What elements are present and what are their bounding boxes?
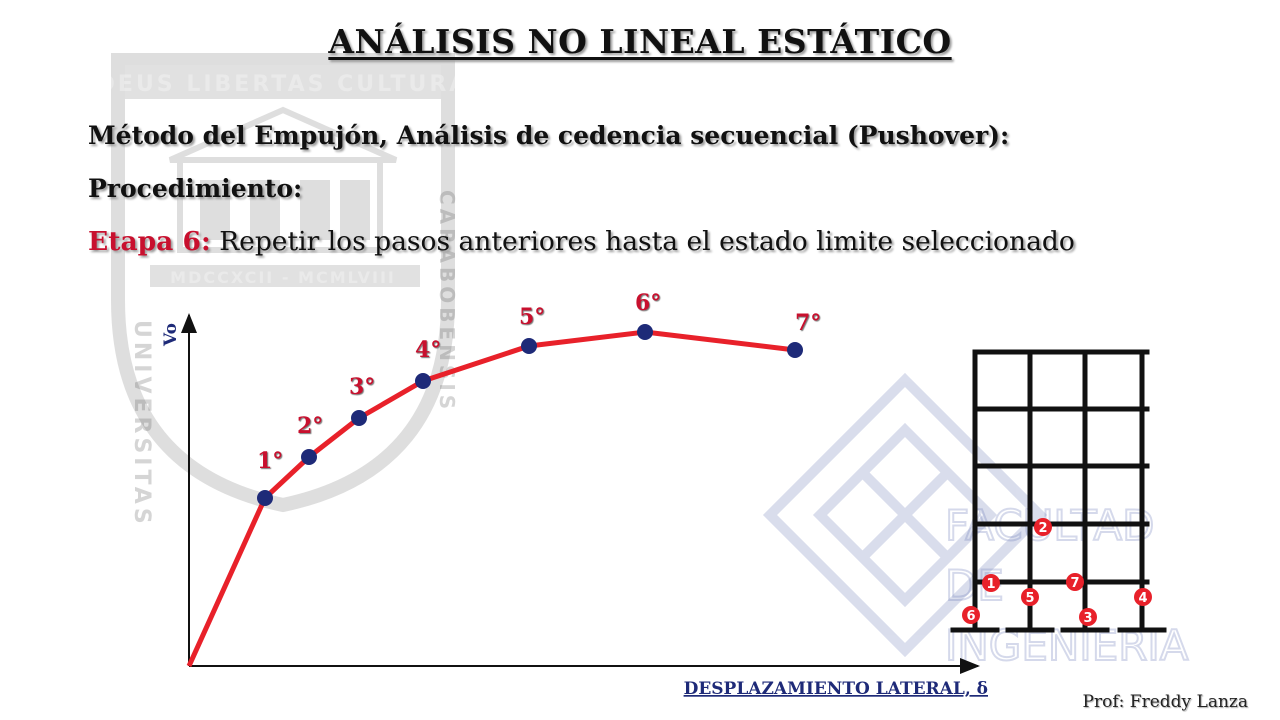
- curve-point-marker: [301, 449, 317, 465]
- svg-text:2: 2: [1038, 521, 1047, 536]
- curve-point-marker: [521, 338, 537, 354]
- method-heading: Método del Empujón, Análisis de cedencia…: [88, 121, 1010, 150]
- svg-text:3: 3: [1083, 611, 1092, 626]
- watermark-banner-text: DEUS LIBERTAS CULTURA: [97, 72, 470, 97]
- curve-point-label: 2°: [297, 413, 323, 439]
- hinge-marker: 3: [1079, 608, 1097, 626]
- curve-point-marker: [351, 410, 367, 426]
- curve-point-label: 1°: [257, 448, 283, 474]
- pushover-curve-line: [186, 329, 796, 668]
- y-axis-label: Vo: [161, 323, 181, 347]
- curve-point-label: 7°: [795, 310, 821, 336]
- hinge-marker: 5: [1021, 588, 1039, 606]
- watermark-date-text: MDCCXCII - MCMLVIII: [170, 268, 396, 287]
- curve-point-marker: [787, 342, 803, 358]
- svg-text:1: 1: [986, 577, 995, 592]
- hinge-marker: 2: [1034, 518, 1052, 536]
- author-credit: Prof: Freddy Lanza: [1082, 692, 1248, 712]
- step-description: Repetir los pasos anteriores hasta el es…: [210, 226, 1075, 257]
- svg-text:7: 7: [1070, 576, 1079, 591]
- svg-text:4: 4: [1138, 591, 1147, 606]
- svg-text:6: 6: [966, 609, 975, 624]
- procedure-heading: Procedimiento:: [88, 174, 303, 203]
- watermark-left-text: UNIVERSITAS: [129, 320, 154, 528]
- hinge-marker: 7: [1066, 573, 1084, 591]
- hinge-marker: 6: [962, 606, 980, 624]
- curve-point-label: 4°: [415, 337, 441, 363]
- curve-point-marker: [415, 373, 431, 389]
- curve-point-marker: [637, 324, 653, 340]
- step-text-line: Etapa 6: Repetir los pasos anteriores ha…: [88, 226, 1075, 257]
- hinge-marker: 1: [982, 574, 1000, 592]
- step-label: Etapa 6:: [88, 226, 211, 257]
- svg-text:5: 5: [1025, 591, 1034, 606]
- curve-point-label: 3°: [349, 374, 375, 400]
- curve-point-marker: [257, 490, 273, 506]
- hinge-marker: 4: [1134, 588, 1152, 606]
- curve-point-label: 5°: [519, 304, 545, 330]
- x-axis-label: DESPLAZAMIENTO LATERAL, δ: [684, 679, 988, 699]
- curve-point-label: 6°: [635, 290, 661, 316]
- slide-title: ANÁLISIS NO LINEAL ESTÁTICO: [328, 22, 952, 61]
